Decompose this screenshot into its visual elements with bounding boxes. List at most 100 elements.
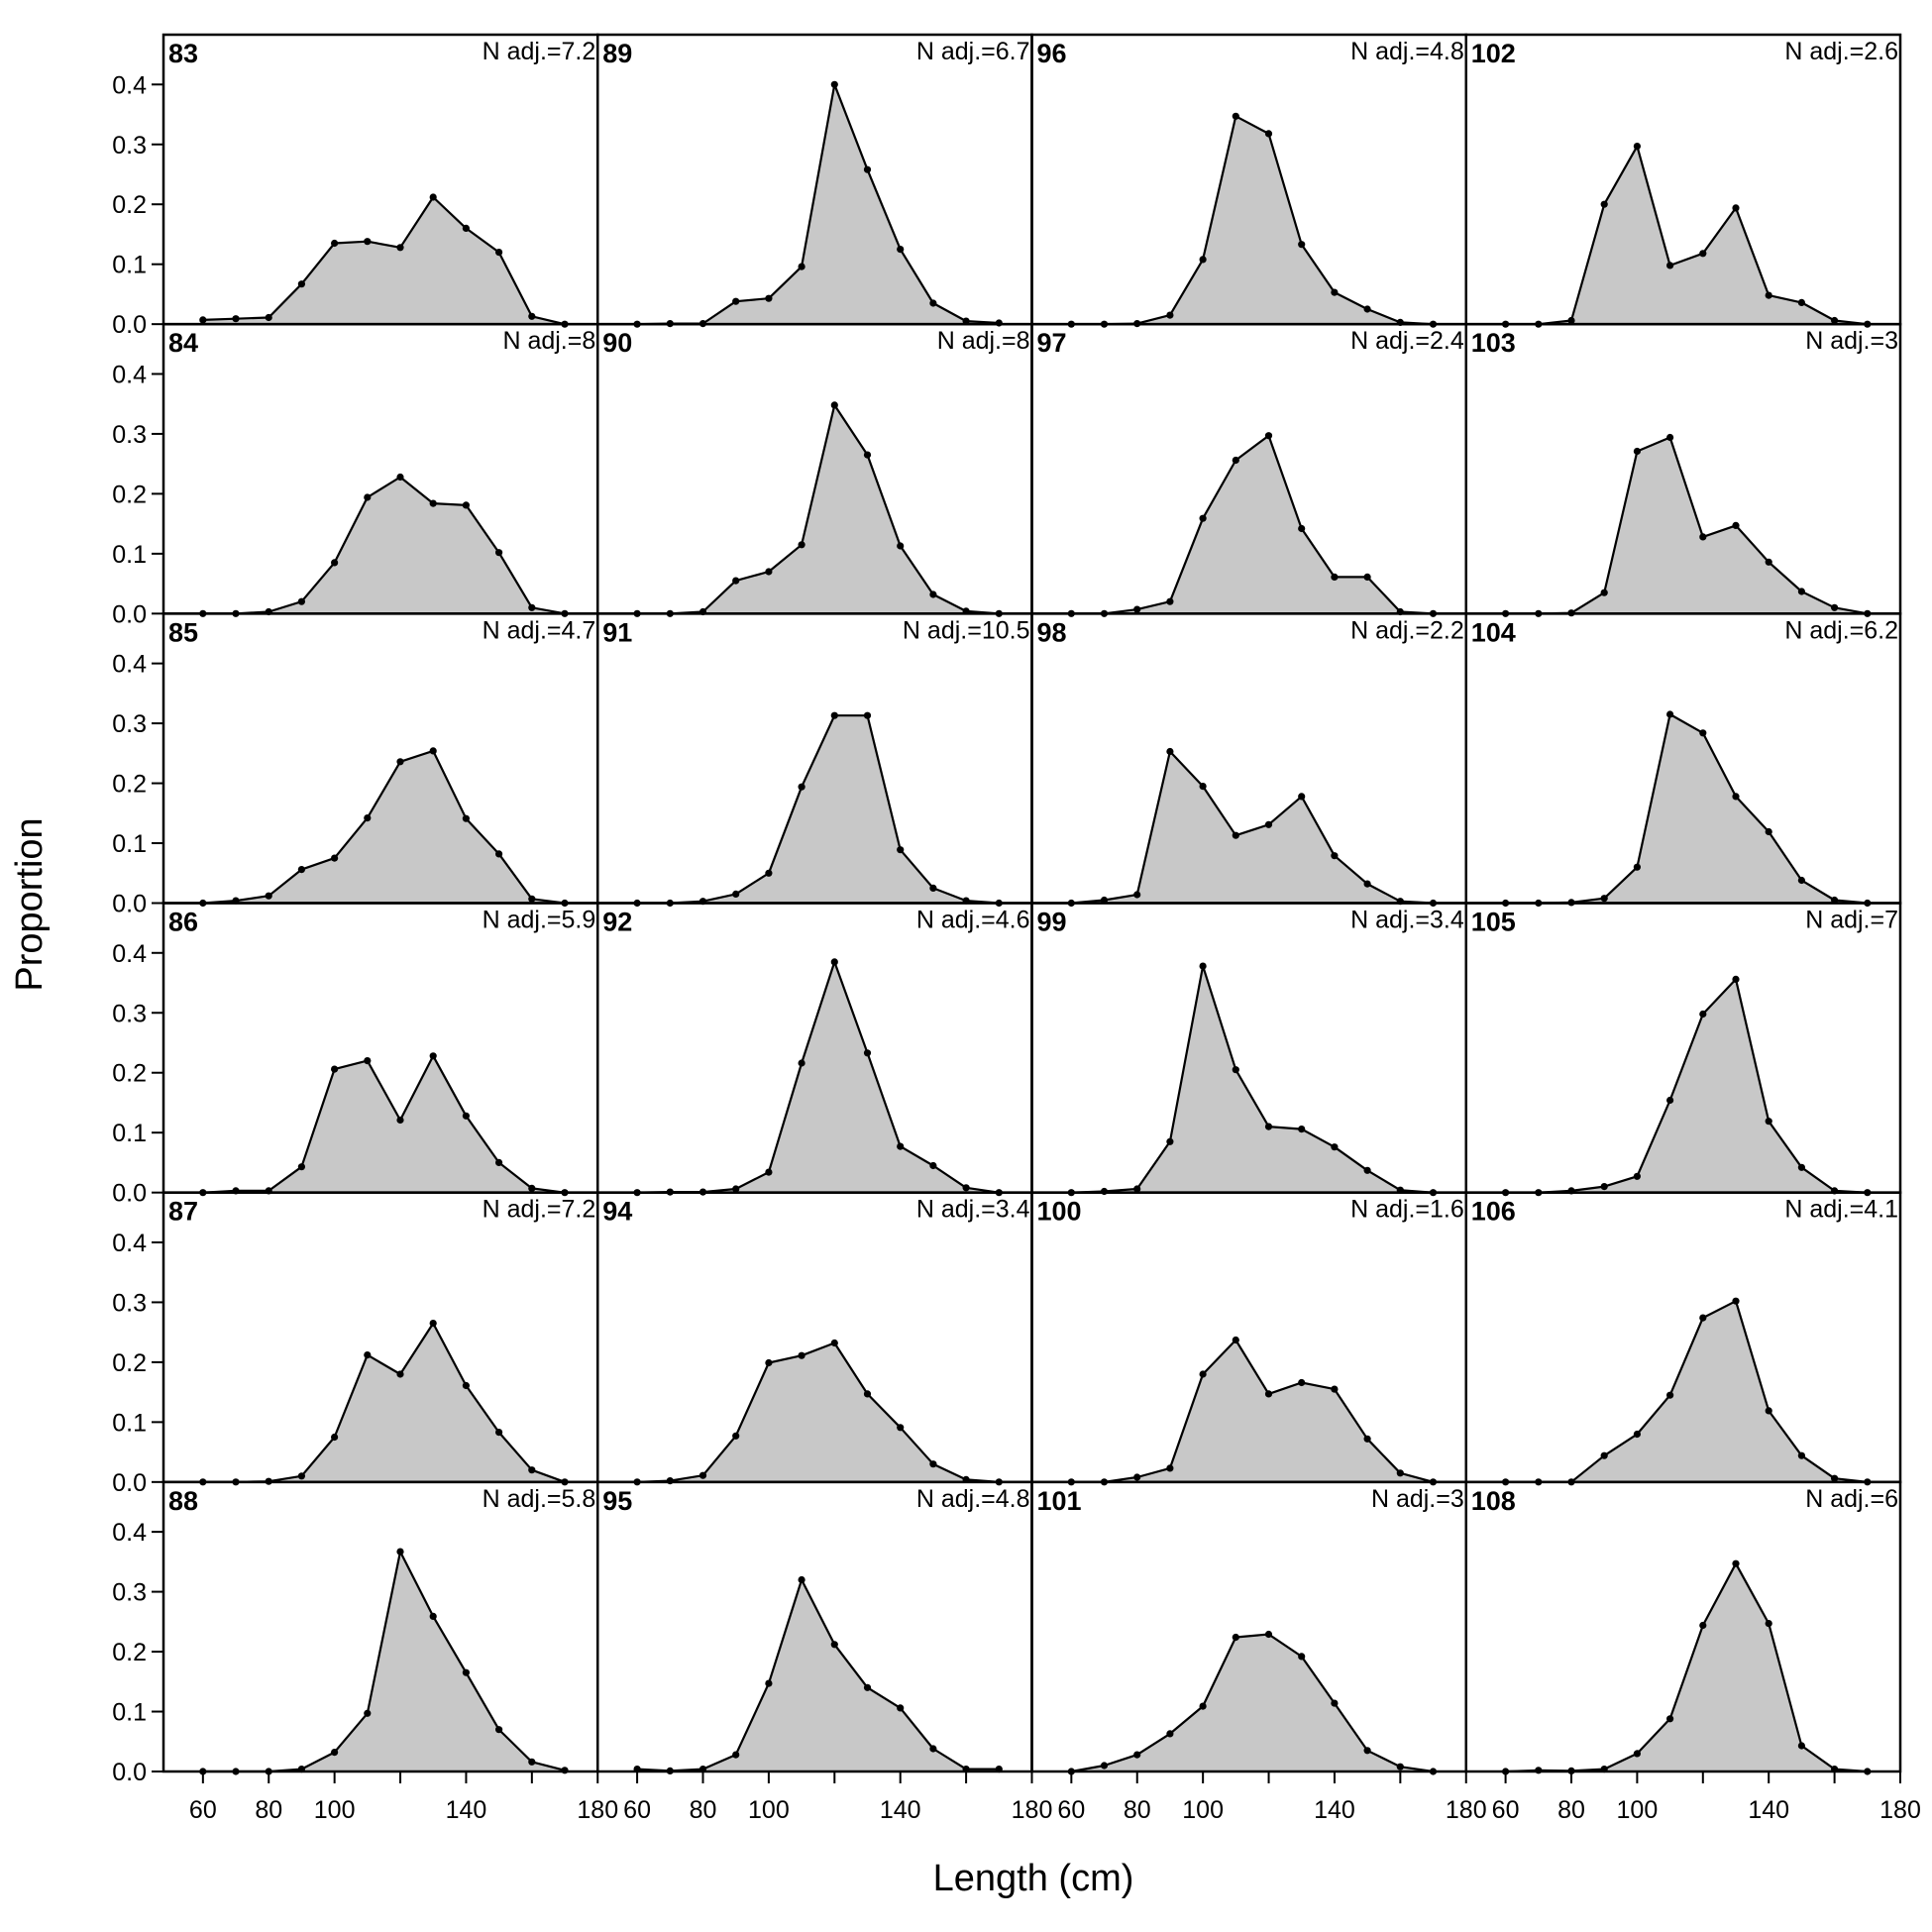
panel-96: 96 N adj.=4.8 xyxy=(1030,33,1467,328)
point-104-110 xyxy=(1666,710,1674,718)
point-83-140 xyxy=(462,224,470,232)
area-91 xyxy=(637,715,1000,904)
point-91-90 xyxy=(732,890,740,899)
x-tick-label: 140 xyxy=(1748,1796,1789,1824)
panel-label: 86 xyxy=(168,908,198,937)
point-84-150 xyxy=(495,549,503,557)
point-101-70 xyxy=(1100,1762,1109,1770)
point-95-90 xyxy=(732,1751,740,1759)
panel-label: 96 xyxy=(1037,39,1067,68)
point-85-110 xyxy=(364,814,372,822)
point-99-90 xyxy=(1166,1137,1174,1145)
point-84-140 xyxy=(462,501,470,509)
panel-nadj: N adj.=4.7 xyxy=(483,616,596,644)
point-101-130 xyxy=(1298,1653,1306,1661)
panel-label: 94 xyxy=(602,1197,632,1227)
y-tick-label: 0.1 xyxy=(112,1409,147,1437)
panel-label: 106 xyxy=(1471,1197,1516,1227)
y-tick-label: 0.3 xyxy=(112,1000,147,1027)
point-103-150 xyxy=(1797,588,1805,595)
y-tick-label: 0.3 xyxy=(112,1579,147,1607)
y-tick-label: 0.0 xyxy=(112,891,147,918)
x-tick-label: 100 xyxy=(314,1796,356,1824)
y-tick-label: 0.4 xyxy=(112,71,147,99)
panel-106: 106 N adj.=4.1 xyxy=(1464,1191,1902,1486)
area-83 xyxy=(202,197,566,325)
point-88-100 xyxy=(331,1749,339,1757)
point-91-110 xyxy=(798,783,805,791)
point-103-100 xyxy=(1633,447,1641,456)
point-83-90 xyxy=(297,280,305,288)
point-100-160 xyxy=(1396,1469,1404,1477)
point-99-150 xyxy=(1363,1166,1371,1174)
area-87 xyxy=(202,1323,566,1482)
point-91-140 xyxy=(897,846,905,854)
point-108-150 xyxy=(1797,1742,1805,1750)
x-tick-label: 60 xyxy=(1492,1796,1520,1824)
point-94-140 xyxy=(897,1424,905,1432)
panel-nadj: N adj.=8 xyxy=(937,327,1030,355)
point-83-60 xyxy=(199,316,207,324)
point-83-120 xyxy=(396,244,404,252)
point-83-160 xyxy=(528,312,536,320)
x-tick-label: 180 xyxy=(577,1796,618,1824)
point-100-90 xyxy=(1166,1464,1174,1472)
panel-label: 98 xyxy=(1037,617,1067,647)
point-100-150 xyxy=(1363,1435,1371,1443)
point-88-160 xyxy=(528,1758,536,1766)
panel-label: 99 xyxy=(1037,908,1067,937)
point-101-160 xyxy=(1396,1763,1404,1771)
point-101-110 xyxy=(1232,1633,1239,1642)
point-102-120 xyxy=(1699,250,1707,258)
panel-label: 85 xyxy=(168,617,198,647)
panel-label: 83 xyxy=(168,39,198,68)
point-90-110 xyxy=(798,541,805,549)
point-89-90 xyxy=(732,297,740,305)
y-tick-label: 0.1 xyxy=(112,1120,147,1147)
y-axis-title: Proportion xyxy=(9,817,51,991)
point-89-100 xyxy=(765,294,773,302)
point-101-100 xyxy=(1199,1702,1207,1710)
point-108-120 xyxy=(1699,1621,1707,1630)
point-90-120 xyxy=(830,401,838,409)
point-94-130 xyxy=(863,1390,872,1398)
point-87-140 xyxy=(462,1381,470,1390)
point-106-120 xyxy=(1699,1314,1707,1322)
point-84-90 xyxy=(297,597,305,605)
point-102-90 xyxy=(1600,200,1608,208)
point-105-120 xyxy=(1699,1010,1707,1019)
x-tick-label: 140 xyxy=(880,1796,921,1824)
point-99-130 xyxy=(1298,1126,1306,1133)
line-95 xyxy=(637,1578,1000,1772)
y-tick-label: 0.4 xyxy=(112,1230,147,1257)
panel-101: 101 N adj.=3 xyxy=(1030,1480,1467,1775)
panel-nadj: N adj.=7.2 xyxy=(483,38,596,65)
panel-nadj: N adj.=4.6 xyxy=(916,907,1030,934)
point-100-100 xyxy=(1199,1370,1207,1378)
point-101-150 xyxy=(1363,1747,1371,1755)
panel-108: 108 N adj.=6 xyxy=(1464,1480,1902,1775)
point-92-140 xyxy=(897,1142,905,1150)
panel-87: 87 N adj.=7.2 xyxy=(161,1191,599,1486)
x-tick-label: 180 xyxy=(1879,1796,1921,1824)
point-102-80 xyxy=(1567,316,1575,325)
panel-94: 94 N adj.=3.4 xyxy=(596,1191,1033,1486)
point-101-90 xyxy=(1166,1730,1174,1738)
point-106-160 xyxy=(1831,1474,1839,1482)
area-99 xyxy=(1071,966,1434,1193)
point-100-140 xyxy=(1331,1385,1339,1393)
point-90-130 xyxy=(863,451,872,459)
point-84-130 xyxy=(429,499,437,507)
panel-102: 102 N adj.=2.6 xyxy=(1464,33,1902,328)
point-86-110 xyxy=(364,1057,372,1065)
point-96-140 xyxy=(1331,288,1339,296)
point-85-150 xyxy=(495,850,503,858)
point-85-140 xyxy=(462,814,470,822)
area-98 xyxy=(1071,751,1434,904)
x-tick-label: 60 xyxy=(623,1796,651,1824)
line-99 xyxy=(1071,964,1434,1194)
point-85-120 xyxy=(396,758,404,766)
y-tick-label: 0.1 xyxy=(112,252,147,279)
y-tick-label: 0.0 xyxy=(112,1180,147,1208)
